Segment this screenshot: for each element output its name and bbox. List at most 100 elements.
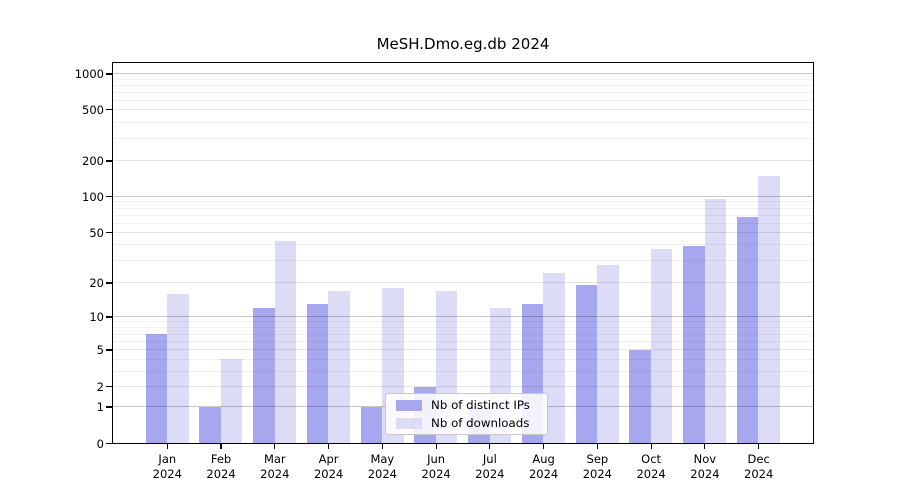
x-axis-tick-label: Sep 2024 xyxy=(582,452,613,481)
x-axis-tick-label: Aug 2024 xyxy=(528,452,559,481)
x-axis-tick-label: Apr 2024 xyxy=(313,452,344,481)
y-axis-tick-label: 1 xyxy=(96,400,104,414)
bar-distinct-ips xyxy=(306,304,329,444)
bar-downloads xyxy=(167,293,189,444)
gridline xyxy=(112,91,813,93)
y-axis-tick-mark xyxy=(105,282,112,284)
gridline xyxy=(112,231,813,233)
bar-downloads xyxy=(543,272,565,444)
y-axis-tick-label: 200 xyxy=(82,154,104,169)
gridline xyxy=(112,137,813,139)
gridline xyxy=(112,260,813,262)
bar-downloads xyxy=(704,198,727,444)
x-axis-tick-mark xyxy=(166,443,168,449)
gridline xyxy=(112,121,813,123)
x-axis-tick-label: Dec 2024 xyxy=(744,452,774,481)
y-axis-tick-mark xyxy=(105,406,112,408)
x-axis-tick-label: Oct 2024 xyxy=(636,452,666,481)
gridline xyxy=(112,282,813,284)
y-axis-tick-label: 2 xyxy=(96,379,104,394)
gridline xyxy=(112,244,813,246)
y-axis-tick-mark xyxy=(105,73,112,75)
gridline xyxy=(112,327,813,329)
legend-swatch-distinct-ips xyxy=(396,399,422,411)
x-axis-tick-label: Mar 2024 xyxy=(260,452,290,481)
y-axis-tick-mark xyxy=(105,109,112,111)
y-axis-tick-mark xyxy=(105,442,112,445)
x-axis-tick-label: Nov 2024 xyxy=(690,452,720,481)
bar-downloads xyxy=(328,290,350,444)
bar-distinct-ips xyxy=(736,217,759,444)
legend-label: Nb of distinct IPs xyxy=(431,398,530,412)
x-axis-tick-mark xyxy=(704,443,706,449)
x-axis-tick-mark xyxy=(220,443,222,449)
legend-item: Nb of downloads xyxy=(396,416,539,430)
legend-item: Nb of distinct IPs xyxy=(396,398,539,412)
y-axis-tick-mark xyxy=(105,160,112,162)
y-axis-tick-mark xyxy=(105,349,112,351)
gridline xyxy=(112,214,813,216)
y-axis-tick-label: 20 xyxy=(89,276,104,290)
gridline xyxy=(112,84,813,86)
x-axis-tick-label: Jul 2024 xyxy=(475,452,505,481)
gridline xyxy=(112,222,813,224)
y-axis-tick-label: 100 xyxy=(82,189,104,204)
x-axis-tick-label: Jun 2024 xyxy=(421,452,451,481)
y-axis-tick-mark xyxy=(105,232,112,234)
bar-distinct-ips xyxy=(360,406,383,444)
x-axis-tick-mark xyxy=(274,443,276,449)
legend: Nb of distinct IPs Nb of downloads xyxy=(385,393,548,435)
y-axis-tick-label: 0 xyxy=(96,436,104,451)
gridline xyxy=(112,160,813,162)
gridline xyxy=(112,73,813,75)
bar-distinct-ips xyxy=(199,406,221,444)
gridline xyxy=(112,99,813,101)
bar-downloads xyxy=(220,359,243,444)
gridline xyxy=(112,78,813,80)
gridline xyxy=(112,316,813,318)
x-axis-tick-label: Jan 2024 xyxy=(152,452,182,481)
gridline xyxy=(112,333,813,335)
gridline xyxy=(112,370,813,372)
gridline xyxy=(112,109,813,111)
gridline xyxy=(112,349,813,351)
x-axis-tick-mark xyxy=(435,443,437,449)
y-axis-tick-mark xyxy=(105,196,112,198)
bar-distinct-ips xyxy=(629,349,651,444)
y-axis-tick-label: 5 xyxy=(96,342,104,357)
gridline xyxy=(112,321,813,323)
gridline xyxy=(112,201,813,203)
x-axis-tick-mark xyxy=(381,443,383,449)
gridline xyxy=(112,385,813,387)
y-axis-tick-label: 50 xyxy=(89,225,104,240)
gridline xyxy=(112,207,813,209)
gridline xyxy=(112,340,813,342)
y-axis-tick-mark xyxy=(105,386,112,388)
x-axis-tick-mark xyxy=(327,443,330,449)
x-axis-tick-mark xyxy=(650,443,652,449)
gridline xyxy=(112,358,813,360)
gridline xyxy=(112,196,813,197)
bar-distinct-ips xyxy=(253,308,275,444)
legend-swatch-downloads xyxy=(396,417,422,429)
legend-label: Nb of downloads xyxy=(431,416,530,430)
bar-distinct-ips xyxy=(683,246,705,444)
bar-downloads xyxy=(597,264,619,444)
grid-layer xyxy=(112,63,813,444)
x-axis-tick-mark xyxy=(758,443,760,449)
x-axis-tick-mark xyxy=(596,443,598,449)
plot-area xyxy=(111,61,814,445)
bar-distinct-ips xyxy=(145,334,168,444)
x-axis-tick-label: May 2024 xyxy=(367,452,397,481)
chart-title: MeSH.Dmo.eg.db 2024 xyxy=(376,35,550,53)
bar-downloads xyxy=(758,175,780,444)
x-axis-tick-label: Feb 2024 xyxy=(206,452,236,481)
bar-distinct-ips xyxy=(575,285,598,444)
bar-downloads xyxy=(650,249,673,444)
y-axis-tick-label: 1000 xyxy=(74,66,104,81)
y-axis-tick-mark xyxy=(105,316,112,318)
x-axis-tick-mark xyxy=(543,443,545,449)
y-axis-tick-label: 500 xyxy=(82,102,104,117)
bar-downloads xyxy=(274,240,297,444)
